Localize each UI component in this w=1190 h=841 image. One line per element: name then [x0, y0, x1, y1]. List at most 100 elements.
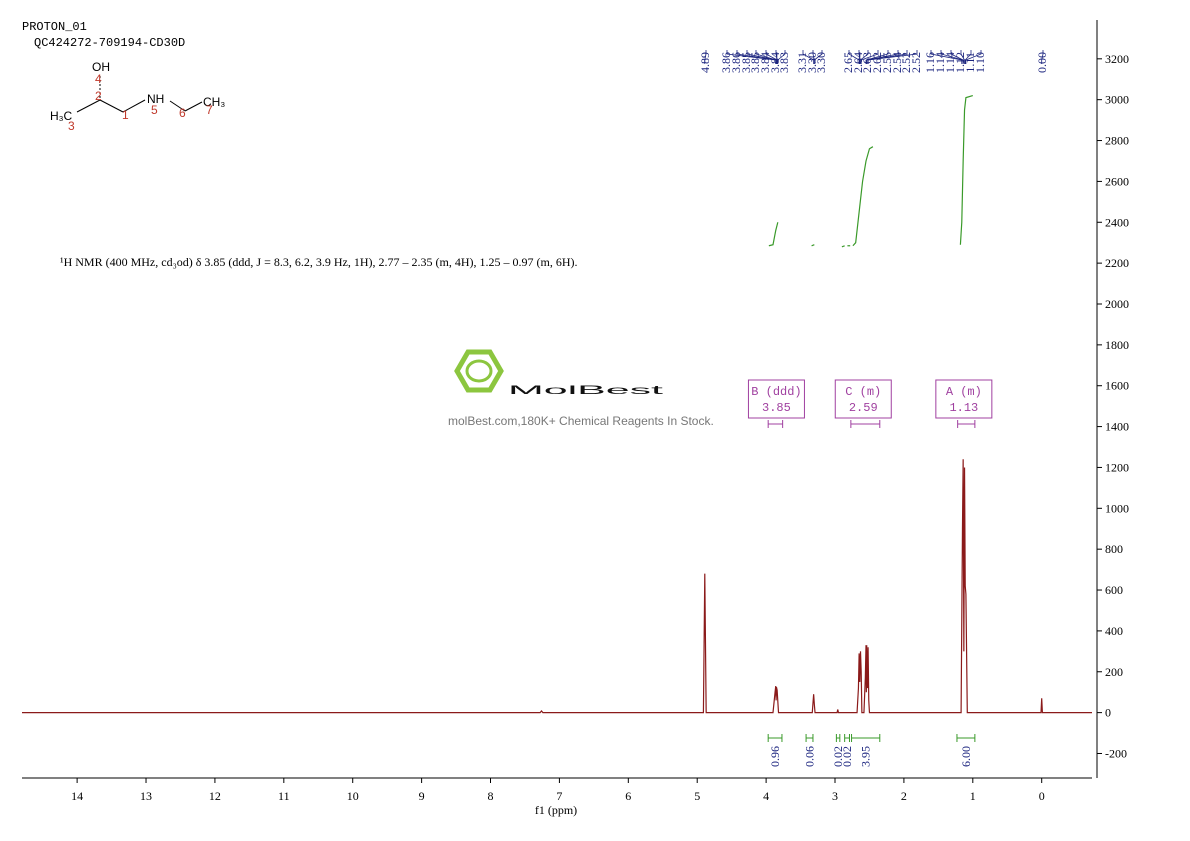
y-tick-label: 600 [1105, 583, 1123, 597]
bond [99, 99, 124, 113]
bond [169, 100, 186, 112]
peak-connector [775, 50, 778, 64]
y-tick-label: 3000 [1105, 93, 1129, 107]
peak-connector [860, 50, 869, 64]
x-tick-label: 7 [556, 789, 562, 803]
atom-label: CH₃ [203, 95, 225, 109]
x-tick-label: 9 [419, 789, 425, 803]
atom-number: 7 [206, 103, 213, 117]
integral-value: 3.95 [859, 746, 873, 767]
peak-connector [755, 50, 777, 64]
experiment-name: PROTON_01 [22, 20, 87, 34]
x-tick-label: 14 [71, 789, 83, 803]
x-tick-label: 8 [488, 789, 494, 803]
y-tick-label: 1000 [1105, 501, 1129, 515]
x-tick-label: 12 [209, 789, 221, 803]
multiplet-label: B (ddd) [751, 385, 801, 399]
integral-range [844, 734, 850, 742]
logo-tagline: molBest.com,180K+ Chemical Reagents In S… [448, 414, 714, 428]
x-tick-label: 6 [625, 789, 631, 803]
bond [76, 99, 101, 113]
peak-label: 3.86 [729, 52, 743, 73]
multiplet-shift: 1.13 [949, 401, 978, 415]
atom-number: 6 [179, 106, 186, 120]
peak-label: 1.14 [943, 52, 957, 73]
peak-connector [866, 50, 899, 64]
multiplet-label: A (m) [946, 385, 982, 399]
x-tick-label: 5 [694, 789, 700, 803]
multiplet-box [834, 379, 892, 419]
y-tick-label: 2600 [1105, 174, 1129, 188]
peak-connector [964, 50, 972, 64]
peak-label: 3.85 [739, 52, 753, 73]
x-tick-label: 1 [970, 789, 976, 803]
y-tick-label: 200 [1105, 665, 1123, 679]
integral-range [851, 734, 881, 742]
integral-range [835, 734, 841, 742]
atom-label: NH [147, 92, 164, 106]
integral-curve [959, 95, 973, 245]
peak-connector [860, 50, 879, 64]
x-axis-title: f1 (ppm) [535, 803, 577, 817]
integral-range [956, 734, 976, 742]
peak-label: 3.30 [805, 52, 819, 73]
integral-curve [768, 222, 779, 247]
peak-connector [736, 50, 777, 64]
peak-label: 2.64 [851, 52, 865, 73]
integral-value: 0.02 [840, 746, 854, 767]
x-tick-label: 2 [901, 789, 907, 803]
bond [184, 101, 203, 112]
atom-number: 4 [95, 72, 102, 86]
integral-curve [852, 146, 874, 247]
peak-connector [848, 50, 860, 64]
peak-connector [1041, 50, 1044, 64]
atom-number: 1 [122, 108, 129, 122]
multiplet-range [850, 420, 881, 428]
y-tick-label: 800 [1105, 542, 1123, 556]
y-tick-label: 2000 [1105, 297, 1129, 311]
peak-label: 3.85 [748, 52, 762, 73]
x-tick-label: 10 [347, 789, 359, 803]
integral-value: 0.06 [803, 746, 817, 767]
peak-connector [960, 50, 965, 64]
multiplet-box [935, 379, 993, 419]
x-tick-label: 11 [278, 789, 290, 803]
integral-value: 0.96 [768, 746, 782, 767]
y-tick-label: 3200 [1105, 52, 1129, 66]
y-tick-label: 2400 [1105, 215, 1129, 229]
peak-connector [930, 50, 963, 64]
y-tick-label: 1800 [1105, 338, 1129, 352]
multiplet-label: C (m) [845, 385, 881, 399]
atom-label: OH [92, 60, 110, 74]
y-tick-label: 2800 [1105, 134, 1129, 148]
logo-icon [454, 349, 504, 393]
peak-connector [777, 50, 786, 64]
peak-label: 1.16 [923, 52, 937, 73]
integral-value: 0.02 [831, 746, 845, 767]
y-tick-label: 2200 [1105, 256, 1129, 270]
integral-range [767, 734, 783, 742]
peak-label: 3.31 [795, 52, 809, 73]
logo-icon [465, 359, 493, 383]
logo-brand: MolBest [508, 383, 665, 397]
multiplet-range [767, 420, 784, 428]
x-tick-label: 0 [1039, 789, 1045, 803]
y-tick-label: 1200 [1105, 460, 1129, 474]
peak-label: 1.10 [973, 52, 987, 73]
y-tick-label: 1400 [1105, 420, 1129, 434]
description: ¹H NMR (400 MHz, cd₃od) δ 3.85 (ddd, J =… [60, 255, 578, 269]
logo: MolBest molBest.com,180K+ Chemical Reage… [448, 349, 714, 428]
peak-connector [867, 50, 918, 64]
integral-value: 6.00 [959, 746, 973, 767]
multiplet-shift: 2.59 [849, 401, 878, 415]
multiplet-shift: 3.85 [762, 401, 791, 415]
peak-label: 3.86 [719, 52, 733, 73]
y-tick-label: 400 [1105, 624, 1123, 638]
atom-label: H₃C [50, 109, 73, 123]
peak-connector [802, 50, 815, 64]
multiplet-range [957, 420, 976, 428]
structure: OH NH H₃C CH₃ 4 2 3 1 5 6 7 [50, 60, 225, 133]
integral-curve [841, 245, 845, 248]
